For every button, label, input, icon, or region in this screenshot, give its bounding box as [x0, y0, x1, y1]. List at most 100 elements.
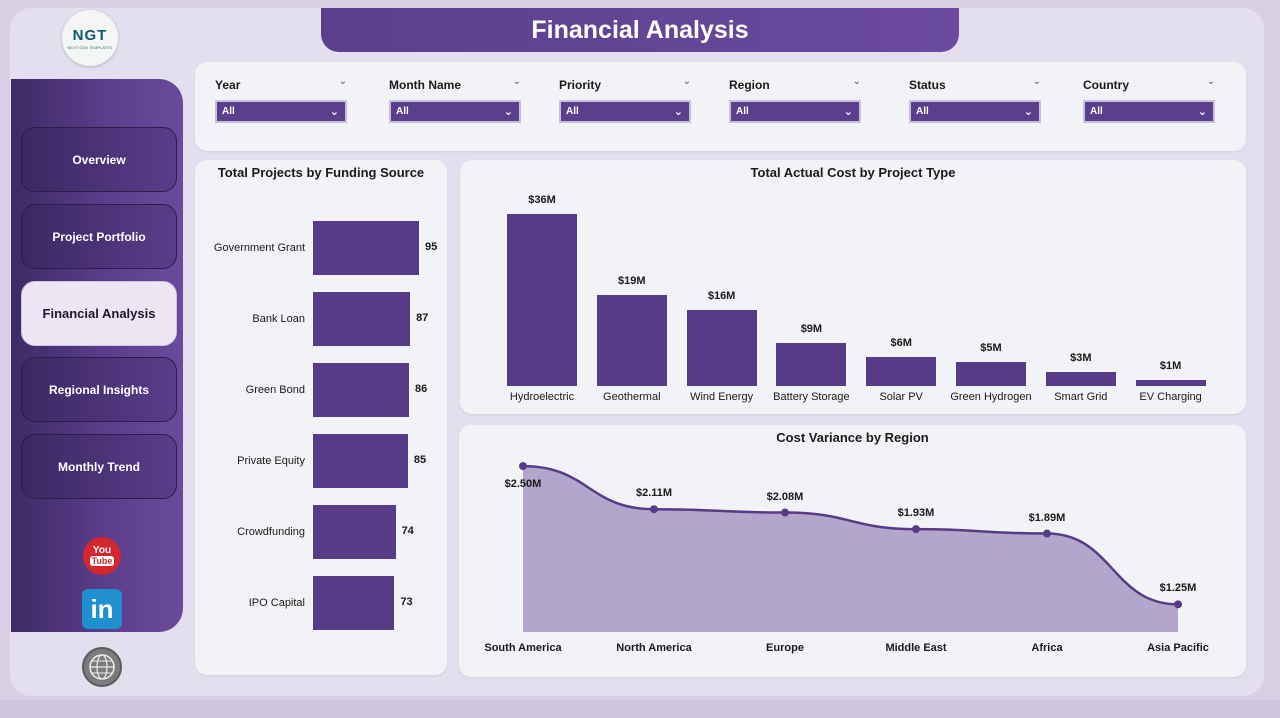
bottom-strip	[0, 700, 1280, 718]
nav-project-portfolio-button[interactable]: Project Portfolio	[21, 204, 177, 269]
funding-bar[interactable]	[313, 292, 411, 346]
variance-point[interactable]	[650, 505, 658, 514]
chevron-down-icon[interactable]: ⌄	[1206, 76, 1215, 87]
filter-priority-label: Priority	[559, 78, 602, 92]
cost-category-label: Wind Energy	[690, 391, 754, 403]
filter-year-label: Year	[215, 78, 241, 92]
filter-region-value: All	[736, 106, 749, 117]
cost-bar[interactable]	[507, 214, 577, 386]
nav-project-portfolio-label: Project Portfolio	[52, 229, 146, 244]
nav-overview-label: Overview	[72, 152, 126, 167]
region-variance-chart: Cost Variance by Region $2.50M South Amer…	[459, 425, 1246, 677]
filter-priority-select[interactable]: All ⌄	[559, 100, 691, 123]
filter-status-label: Status	[909, 78, 946, 92]
variance-category-label: South America	[484, 642, 562, 654]
filter-region-label: Region	[729, 78, 770, 92]
variance-area	[523, 466, 1178, 632]
filter-region: Region ⌄ All ⌄	[729, 76, 861, 123]
funding-bar-value: 95	[425, 241, 438, 253]
filter-country: Country ⌄ All ⌄	[1083, 76, 1215, 123]
variance-point-value: $1.25M	[1159, 582, 1197, 595]
filter-country-label: Country	[1083, 78, 1129, 92]
filter-year-value: All	[222, 106, 235, 117]
cost-bar[interactable]	[1135, 380, 1206, 386]
cost-bar-value: $3M	[1070, 351, 1092, 364]
filter-country-select[interactable]: All ⌄	[1083, 100, 1215, 123]
cost-bar-value: $1M	[1159, 360, 1182, 372]
cost-bar-value: $19M	[618, 275, 646, 288]
filter-year: Year ⌄ All ⌄	[215, 76, 347, 123]
cost-bar-value: $16M	[707, 289, 736, 302]
variance-point[interactable]	[519, 462, 527, 471]
cost-category-label: Solar PV	[879, 391, 923, 403]
youtube-text-bottom: Tube	[89, 556, 115, 566]
variance-point-value: $2.11M	[635, 487, 673, 500]
chevron-down-icon[interactable]: ⌄	[682, 76, 691, 87]
variance-line	[522, 464, 1179, 606]
nav-regional-insights-button[interactable]: Regional Insights	[21, 357, 177, 422]
funding-bar[interactable]	[313, 434, 408, 488]
project-type-cost-chart: Total Actual Cost by Project Type $36M Hy…	[460, 160, 1246, 414]
variance-point[interactable]	[912, 525, 920, 534]
nav-regional-insights-label: Regional Insights	[48, 382, 149, 397]
cost-bar[interactable]	[866, 357, 937, 386]
filter-priority-value: All	[566, 106, 579, 117]
variance-category-label: Asia Pacific	[1147, 642, 1209, 654]
chevron-down-icon: ⌄	[329, 106, 339, 118]
funding-bar[interactable]	[313, 576, 395, 630]
cost-bar[interactable]	[686, 309, 757, 386]
variance-point-value: $1.89M	[1028, 511, 1066, 524]
chevron-down-icon[interactable]: ⌄	[512, 76, 521, 87]
funding-source-chart: Total Projects by Funding Source Governm…	[195, 160, 447, 675]
variance-category-label: Europe	[766, 642, 804, 654]
variance-category-label: North America	[616, 642, 692, 654]
cost-bar[interactable]	[776, 343, 847, 386]
chevron-down-icon: ⌄	[503, 106, 513, 118]
chevron-down-icon: ⌄	[1197, 106, 1207, 118]
variance-point-value: $1.93M	[897, 507, 935, 520]
filter-month-name-label: Month Name	[389, 78, 461, 92]
variance-point[interactable]	[1174, 600, 1182, 609]
logo: NGT NEXT GEN TEMPLATES	[62, 10, 118, 66]
cost-category-label: Geothermal	[603, 391, 661, 403]
globe-icon[interactable]	[82, 647, 122, 687]
funding-bar[interactable]	[313, 505, 396, 559]
cost-bar-value: $9M	[800, 323, 823, 335]
filter-status-select[interactable]: All ⌄	[909, 100, 1041, 123]
filter-region-select[interactable]: All ⌄	[729, 100, 861, 123]
funding-bar[interactable]	[313, 363, 409, 417]
funding-category-label: Crowdfunding	[237, 526, 305, 538]
filters-panel: Year ⌄ All ⌄ Month Name ⌄ All ⌄ Priority ⌄…	[195, 62, 1246, 151]
filter-month-name-select[interactable]: All ⌄	[389, 100, 521, 123]
filter-month-name-value: All	[396, 106, 409, 117]
filter-status-value: All	[916, 106, 929, 117]
nav-overview-button[interactable]: Overview	[21, 127, 177, 192]
cost-bar[interactable]	[956, 362, 1026, 386]
variance-point[interactable]	[1043, 529, 1051, 538]
logo-text: NGT	[72, 26, 108, 44]
cost-bar[interactable]	[1045, 371, 1116, 386]
variance-category-label: Middle East	[885, 642, 947, 654]
cost-category-label: Green Hydrogen	[950, 391, 1032, 403]
nav-financial-analysis-button[interactable]: Financial Analysis	[21, 281, 177, 346]
funding-category-label: Private Equity	[237, 455, 305, 467]
linkedin-text: in	[90, 593, 114, 624]
linkedin-icon[interactable]: in	[82, 589, 122, 629]
cost-bar[interactable]	[596, 295, 667, 386]
chevron-down-icon[interactable]: ⌄	[852, 76, 861, 87]
chevron-down-icon[interactable]: ⌄	[1032, 76, 1041, 87]
nav-monthly-trend-button[interactable]: Monthly Trend	[21, 434, 177, 499]
youtube-icon[interactable]: You Tube	[83, 537, 121, 575]
variance-point[interactable]	[781, 508, 789, 517]
cost-category-label: Battery Storage	[773, 391, 850, 403]
funding-bar[interactable]	[313, 221, 419, 275]
globe-glyph	[89, 654, 115, 680]
funding-bar-value: 87	[416, 312, 429, 324]
chevron-down-icon[interactable]: ⌄	[338, 76, 347, 87]
funding-category-label: Government Grant	[213, 242, 305, 254]
filter-year-select[interactable]: All ⌄	[215, 100, 347, 123]
funding-bar-value: 85	[413, 454, 427, 466]
chevron-down-icon: ⌄	[673, 106, 683, 118]
cost-bar-value: $36M	[528, 194, 556, 206]
cost-bar-value: $6M	[890, 337, 912, 350]
